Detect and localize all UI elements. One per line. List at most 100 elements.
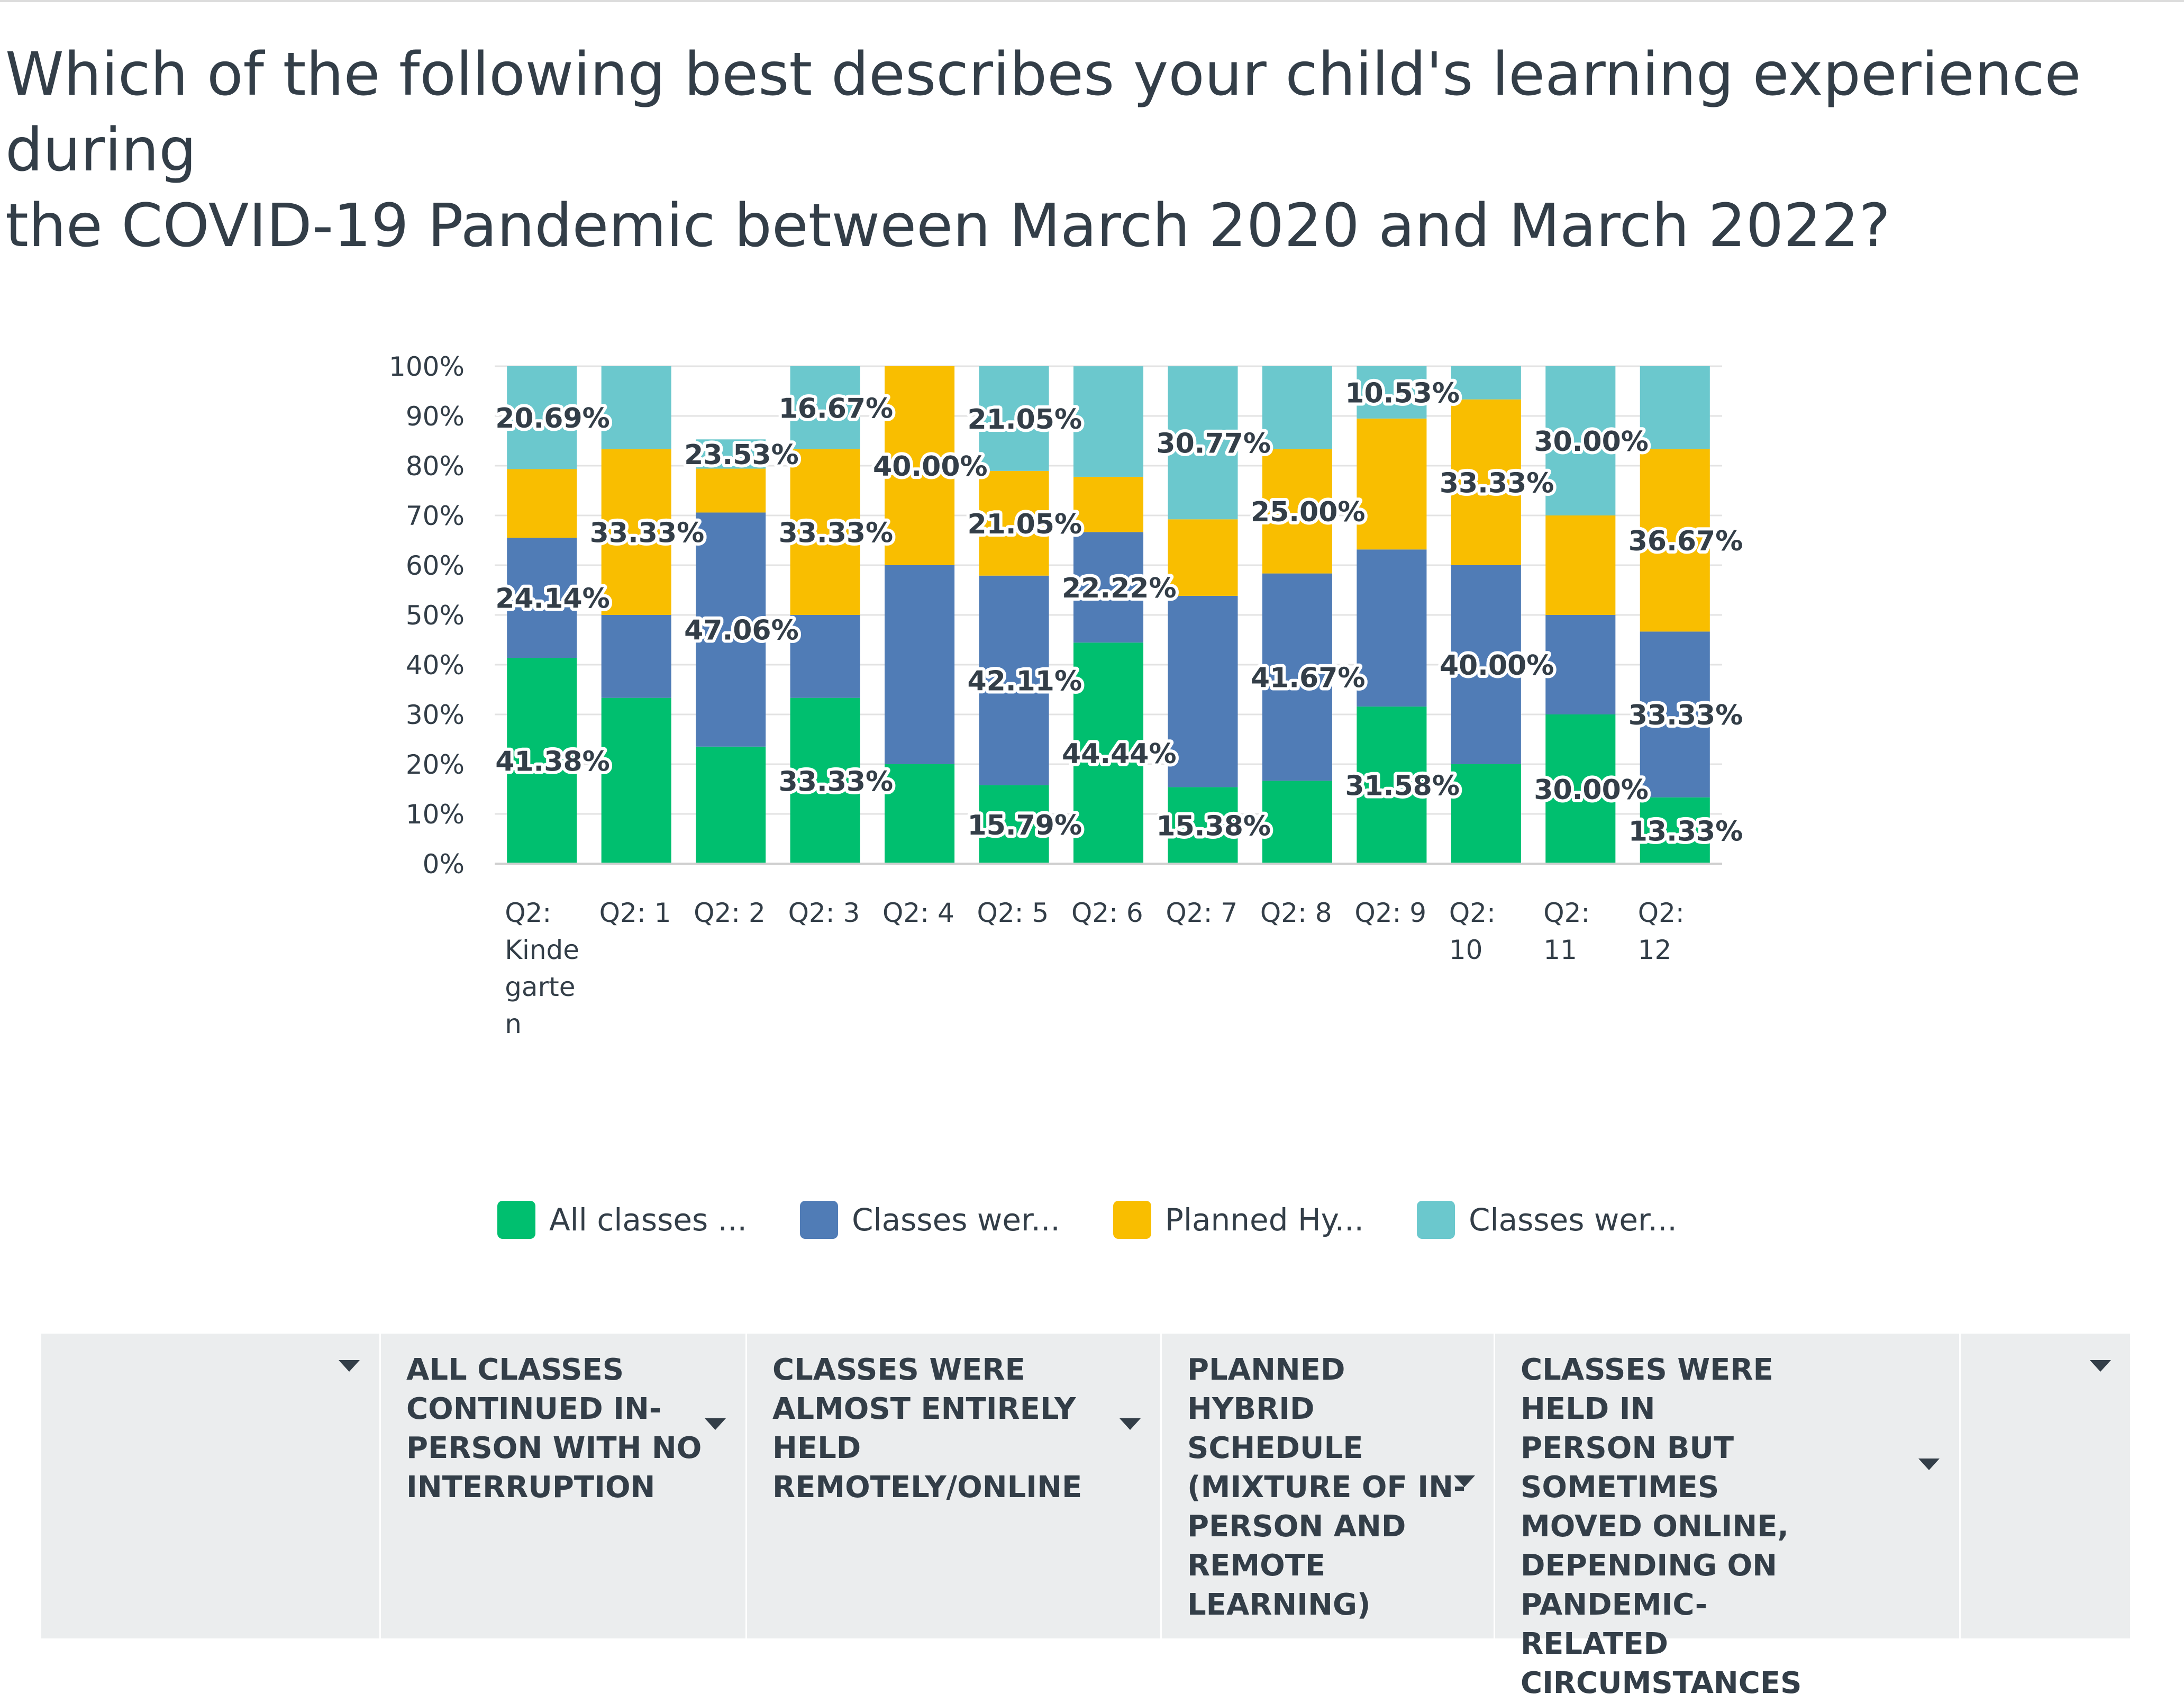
data-label: 15.38% <box>1156 811 1271 843</box>
data-label: 47.06% <box>684 615 799 647</box>
bar-segment <box>1640 631 1710 798</box>
sort-caret-icon[interactable] <box>705 1418 726 1430</box>
data-label: 24.14% <box>495 583 610 615</box>
bar-segment <box>696 439 766 469</box>
x-tick-label: Q2: 4 <box>882 898 954 928</box>
bar-segment <box>601 697 671 864</box>
sort-caret-icon[interactable] <box>2090 1360 2111 1372</box>
y-tick-label: 60% <box>406 550 465 581</box>
bar-segment <box>1451 565 1521 764</box>
data-label: 33.33% <box>1628 700 1743 731</box>
bar-segment <box>1168 787 1238 864</box>
y-tick-label: 20% <box>406 749 465 780</box>
legend-label: All classes ... <box>549 1202 747 1238</box>
data-label: 31.58% <box>1345 771 1460 802</box>
column-header-total[interactable] <box>1961 1334 2130 1638</box>
legend-swatch-yellow <box>1113 1201 1151 1239</box>
bar-segment <box>601 366 671 449</box>
bar-segment <box>1640 366 1710 449</box>
data-label: 16.67% <box>779 393 894 424</box>
question-title: Which of the following best describes yo… <box>5 40 2081 260</box>
bar-segment <box>1262 573 1332 781</box>
legend-item-all-classes-in-person[interactable]: All classes ... <box>497 1201 747 1239</box>
x-tick-label: Q2: 6 <box>1071 898 1143 928</box>
bar-segment <box>979 785 1049 864</box>
sort-caret-icon[interactable] <box>1454 1475 1475 1487</box>
sort-caret-icon[interactable] <box>1120 1418 1141 1430</box>
sort-caret-icon[interactable] <box>1918 1459 1940 1470</box>
legend-swatch-blue <box>799 1201 838 1239</box>
bar-segment <box>1451 366 1521 400</box>
bar-segment <box>979 575 1049 785</box>
bar-segment <box>1357 366 1427 419</box>
column-header-hybrid[interactable]: PLANNED HYBRID SCHEDULE (MIXTURE OF IN- … <box>1162 1334 1495 1638</box>
bar-segment <box>1073 642 1144 864</box>
bar-segment <box>1545 515 1616 615</box>
x-tick-label: Q2: 10 <box>1449 898 1496 965</box>
bar-segment <box>1262 366 1332 449</box>
bar-segment <box>1451 399 1521 565</box>
bar-segment <box>1357 549 1427 707</box>
chart-legend: All classes ... Classes wer... Planned H… <box>497 1196 1677 1244</box>
data-label: 36.67% <box>1628 526 1743 557</box>
data-label: 10.53% <box>1345 377 1460 409</box>
bar-segment <box>1073 476 1144 532</box>
y-tick-label: 100% <box>389 351 465 382</box>
bar-segment <box>696 746 766 864</box>
column-header-label: PLANNED HYBRID SCHEDULE (MIXTURE OF IN- … <box>1187 1353 1466 1622</box>
data-label: 30.00% <box>1534 426 1649 458</box>
data-label: 30.00% <box>1534 774 1649 806</box>
data-label: 21.05% <box>968 404 1082 436</box>
bar-segment <box>696 468 766 513</box>
x-tick-label: Q2: 12 <box>1638 898 1685 965</box>
data-label: 40.00% <box>1440 650 1554 682</box>
bar-segment <box>1168 366 1238 520</box>
data-label: 33.33% <box>590 517 705 549</box>
bar-segment <box>507 658 577 864</box>
x-tick-label: Q2: 7 <box>1166 898 1237 928</box>
bar-segment <box>696 512 766 747</box>
y-tick-label: 50% <box>406 600 465 631</box>
x-tick-label: Q2: 3 <box>788 898 860 928</box>
x-tick-label: Q2: Kinde garte n <box>505 898 579 1039</box>
legend-item-sometimes-online[interactable]: Classes wer... <box>1416 1201 1677 1239</box>
legend-item-remote-online[interactable]: Classes wer... <box>799 1201 1060 1239</box>
bar-segment <box>1262 449 1332 574</box>
bar-segment <box>1451 764 1521 864</box>
sort-caret-icon[interactable] <box>339 1360 360 1372</box>
legend-item-planned-hybrid[interactable]: Planned Hy... <box>1113 1201 1364 1239</box>
data-label: 42.11% <box>968 666 1082 697</box>
data-label: 25.00% <box>1251 496 1366 528</box>
x-tick-label: Q2: 5 <box>977 898 1049 928</box>
data-label: 33.33% <box>779 766 894 798</box>
column-header-in-person[interactable]: ALL CLASSES CONTINUED IN- PERSON WITH NO… <box>381 1334 747 1638</box>
column-header-label: CLASSES WERE HELD IN PERSON BUT SOMETIME… <box>1521 1353 1802 1700</box>
bar-segment <box>979 470 1049 576</box>
data-label: 41.38% <box>495 746 610 778</box>
column-header-row-label[interactable] <box>41 1334 381 1638</box>
y-tick-label: 40% <box>406 650 465 681</box>
top-divider <box>0 0 2184 2</box>
x-tick-label: Q2: 11 <box>1543 898 1590 965</box>
bar-segment <box>790 449 860 615</box>
bar-segment <box>790 366 860 449</box>
data-label: 15.79% <box>968 810 1082 841</box>
bar-segment <box>1545 714 1616 864</box>
data-label: 21.05% <box>968 509 1082 540</box>
y-tick-label: 80% <box>406 451 465 482</box>
column-header-label: ALL CLASSES CONTINUED IN- PERSON WITH NO… <box>406 1353 702 1505</box>
bar-segment <box>1073 532 1144 643</box>
x-tick-label: Q2: 8 <box>1260 898 1332 928</box>
bar-segment <box>1640 797 1710 864</box>
bar-segment <box>885 366 955 565</box>
bar-segment <box>1262 781 1332 864</box>
column-header-label: CLASSES WERE ALMOST ENTIRELY HELD REMOTE… <box>772 1353 1082 1505</box>
bar-segment <box>1073 366 1144 477</box>
x-tick-label: Q2: 9 <box>1354 898 1426 928</box>
column-header-remote[interactable]: CLASSES WERE ALMOST ENTIRELY HELD REMOTE… <box>747 1334 1162 1638</box>
bar-segment <box>1168 519 1238 596</box>
data-label: 23.53% <box>684 439 799 471</box>
bar-segment <box>790 697 860 864</box>
column-header-sometimes-online[interactable]: CLASSES WERE HELD IN PERSON BUT SOMETIME… <box>1495 1334 1961 1700</box>
legend-label: Classes wer... <box>851 1202 1060 1238</box>
